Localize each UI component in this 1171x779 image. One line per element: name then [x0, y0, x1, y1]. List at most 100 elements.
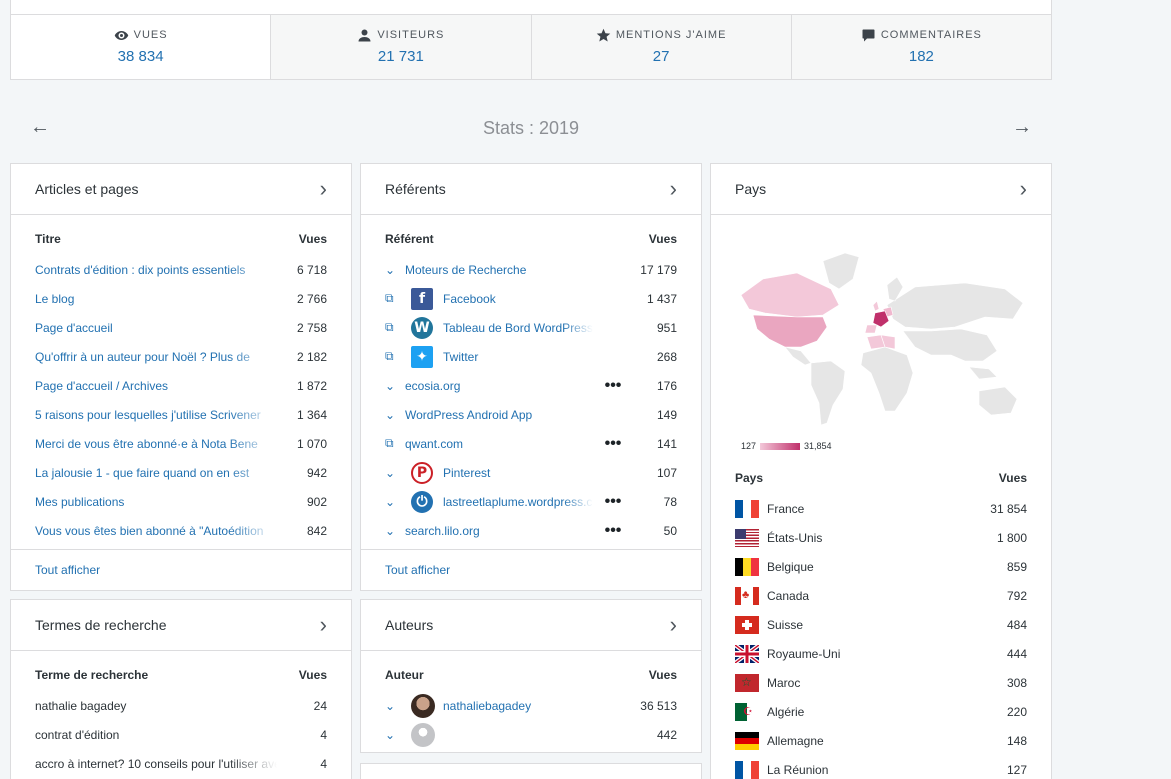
- more-actions-icon[interactable]: •••: [604, 521, 622, 539]
- table-row: ⌄ P Pinterest 107: [385, 458, 677, 487]
- referrer-views: 107: [656, 465, 677, 480]
- table-row: ⌄ search.lilo.org ••• 50: [385, 516, 677, 545]
- column-term-header: Terme de recherche: [35, 668, 149, 682]
- referrer-link[interactable]: Tableau de Bord WordPress: [443, 320, 593, 335]
- tab-visitors[interactable]: VISITEURS 21 731: [270, 15, 531, 79]
- article-title-link[interactable]: Merci de vous être abonné·e à Nota Bene: [35, 436, 258, 451]
- column-author-header: Auteur: [385, 668, 424, 682]
- countries-card-header[interactable]: Pays ›: [711, 164, 1051, 215]
- country-name: La Réunion: [767, 762, 829, 777]
- referrer-link[interactable]: Pinterest: [443, 465, 491, 480]
- search-term-views: 24: [313, 698, 327, 713]
- table-row: contrat d'édition 4: [35, 720, 327, 749]
- chevron-right-icon[interactable]: ›: [1019, 176, 1027, 201]
- referrers-list: ⌄ Moteurs de Recherche 17 179 ⧉ f Facebook 1 4…: [361, 255, 701, 545]
- search-term: contrat d'édition: [35, 727, 120, 742]
- article-title-link[interactable]: Page d'accueil / Archives: [35, 378, 169, 393]
- external-link-icon[interactable]: ⧉: [385, 349, 394, 363]
- tab-comments-label: COMMENTAIRES: [880, 29, 982, 41]
- articles-card: Articles et pages › Titre Vues Contrats …: [10, 163, 352, 591]
- table-row: ⧉ ✦ Twitter 268: [385, 342, 677, 371]
- referrer-link[interactable]: lastreetlaplume.wordpress.com: [443, 494, 593, 509]
- chevron-down-icon[interactable]: ⌄: [385, 698, 396, 713]
- table-row: ♣ Canada 792: [735, 581, 1027, 610]
- referrers-show-all-link[interactable]: Tout afficher: [361, 549, 701, 590]
- world-map: [735, 243, 1027, 435]
- referrers-card-header[interactable]: Référents ›: [361, 164, 701, 215]
- table-row: ⌄ 442: [385, 720, 677, 749]
- referrer-views: 1 437: [646, 291, 677, 306]
- article-views: 2 758: [296, 320, 327, 335]
- flag-us-icon: [735, 528, 759, 547]
- author-name-link[interactable]: nathaliebagadey: [443, 698, 532, 713]
- column-title-header: Titre: [35, 232, 61, 246]
- chevron-right-icon[interactable]: ›: [319, 176, 327, 201]
- avatar: [411, 693, 435, 718]
- search-terms-card-header[interactable]: Termes de recherche ›: [11, 600, 351, 651]
- referrer-link[interactable]: Twitter: [443, 349, 479, 364]
- tab-views-label: VUES: [133, 29, 168, 41]
- more-actions-icon[interactable]: •••: [604, 492, 622, 510]
- article-title-link[interactable]: Page d'accueil: [35, 320, 113, 335]
- external-link-icon[interactable]: ⧉: [385, 291, 394, 305]
- next-period-arrow-icon[interactable]: →: [1012, 116, 1032, 138]
- referrer-link[interactable]: Facebook: [443, 291, 496, 306]
- authors-card-header[interactable]: Auteurs ›: [361, 600, 701, 651]
- referrer-link[interactable]: qwant.com: [405, 436, 464, 451]
- tab-visitors-label: VISITEURS: [377, 29, 445, 41]
- article-views: 1 070: [296, 436, 327, 451]
- chevron-down-icon[interactable]: ⌄: [385, 262, 396, 277]
- table-row: Vous vous êtes bien abonné à "Autoéditio…: [35, 516, 327, 545]
- chevron-right-icon[interactable]: ›: [669, 176, 677, 201]
- country-name: Maroc: [767, 675, 801, 690]
- referrer-link[interactable]: Moteurs de Recherche: [405, 262, 527, 277]
- article-title-link[interactable]: Qu'offrir à un auteur pour Noël ? Plus d…: [35, 349, 250, 364]
- referrer-views: 951: [656, 320, 677, 335]
- table-row: ⧉ W Tableau de Bord WordPress 951: [385, 313, 677, 342]
- country-name: Royaume-Uni: [767, 646, 841, 661]
- country-name: Belgique: [767, 559, 814, 574]
- more-actions-icon[interactable]: •••: [604, 376, 622, 394]
- external-link-icon[interactable]: ⧉: [385, 436, 394, 450]
- chevron-down-icon[interactable]: ⌄: [385, 523, 396, 538]
- country-name: Allemagne: [767, 733, 824, 748]
- article-title-link[interactable]: La jalousie 1 - que faire quand on en es…: [35, 465, 250, 480]
- stats-tabs: VUES 38 834 VISITEURS 21 731 MENTIONS J'…: [10, 14, 1052, 80]
- chevron-down-icon[interactable]: ⌄: [385, 494, 396, 509]
- article-title-link[interactable]: 5 raisons pour lesquelles j'utilise Scri…: [35, 407, 261, 422]
- authors-list: ⌄ nathaliebagadey 36 513 ⌄ 442: [361, 691, 701, 749]
- article-title-link[interactable]: Le blog: [35, 291, 75, 306]
- chevron-down-icon[interactable]: ⌄: [385, 407, 396, 422]
- articles-show-all-link[interactable]: Tout afficher: [11, 549, 351, 590]
- tab-comments[interactable]: COMMENTAIRES 182: [790, 15, 1051, 79]
- referrer-link[interactable]: ecosia.org: [405, 378, 461, 393]
- article-title-link[interactable]: Contrats d'édition : dix points essentie…: [35, 262, 246, 277]
- tab-likes[interactable]: MENTIONS J'AIME 27: [530, 15, 791, 79]
- chevron-down-icon[interactable]: ⌄: [385, 727, 396, 742]
- table-row: Mes publications 902: [35, 487, 327, 516]
- external-link-icon[interactable]: ⧉: [385, 320, 394, 334]
- table-row: Royaume-Uni 444: [735, 639, 1027, 668]
- article-views: 942: [306, 465, 327, 480]
- table-row: Page d'accueil 2 758: [35, 313, 327, 342]
- column-views-header: Vues: [998, 471, 1027, 485]
- previous-period-arrow-icon[interactable]: ←: [30, 116, 50, 138]
- article-title-link[interactable]: Vous vous êtes bien abonné à "Autoéditio…: [35, 523, 264, 538]
- more-actions-icon[interactable]: •••: [604, 434, 622, 452]
- chevron-down-icon[interactable]: ⌄: [385, 465, 396, 480]
- articles-card-title: Articles et pages: [35, 181, 139, 197]
- referrer-link[interactable]: search.lilo.org: [405, 523, 480, 538]
- search-term-views: 4: [320, 756, 327, 771]
- referrer-views: 176: [656, 378, 677, 393]
- tab-views[interactable]: VUES 38 834: [11, 15, 271, 79]
- table-row: ☪ Algérie 220: [735, 697, 1027, 726]
- referrer-link[interactable]: WordPress Android App: [405, 407, 533, 422]
- flag-fr-icon: [735, 760, 759, 779]
- articles-card-header[interactable]: Articles et pages ›: [11, 164, 351, 215]
- table-row: 5 raisons pour lesquelles j'utilise Scri…: [35, 400, 327, 429]
- article-title-link[interactable]: Mes publications: [35, 494, 125, 509]
- countries-card-title: Pays: [735, 181, 767, 197]
- chevron-right-icon[interactable]: ›: [669, 612, 677, 637]
- chevron-down-icon[interactable]: ⌄: [385, 378, 396, 393]
- chevron-right-icon[interactable]: ›: [319, 612, 327, 637]
